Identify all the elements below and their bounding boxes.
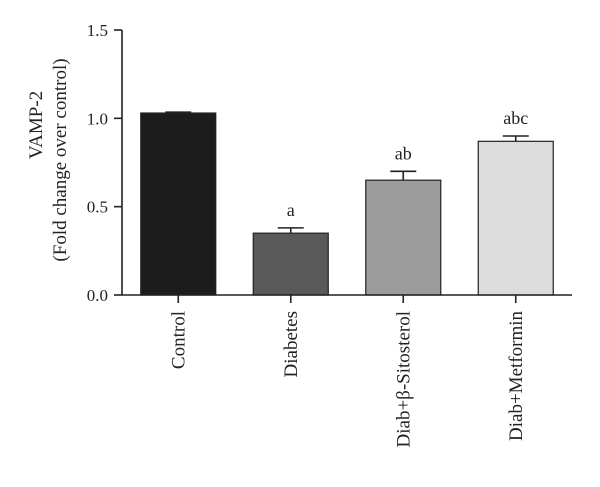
significance-label-3: ab (395, 143, 412, 163)
category-label-1: Control (168, 311, 189, 369)
y-axis-label-line-2: (Fold change over control) (50, 58, 71, 261)
error-bar-4 (502, 135, 529, 142)
y-tick-label: 1.0 (87, 109, 108, 128)
category-label-2: Diabetes (281, 311, 302, 377)
x-axis: Control Diabetes Diab+β-Sitosterol Diab+Met… (122, 294, 572, 447)
category-label-3: Diab+β-Sitosterol (393, 311, 414, 447)
error-bar-1 (165, 111, 192, 114)
bars: a ab abc (140, 108, 554, 296)
significance-label-2: a (287, 200, 295, 220)
y-axis: 0.0 0.5 1.0 1.5 (87, 21, 123, 305)
bar-2 (252, 232, 329, 296)
y-axis-label: VAMP-2 (Fold change over control) (26, 58, 71, 261)
y-tick-label: 0.5 (87, 198, 108, 217)
y-axis-label-line-1: VAMP-2 (26, 91, 47, 159)
y-tick-label: 0.0 (87, 286, 108, 305)
bar-3 (365, 179, 442, 296)
bar-4 (477, 140, 554, 296)
bar-1 (140, 112, 217, 296)
error-bar-3 (390, 170, 417, 181)
error-bar-2 (277, 227, 304, 234)
category-label-4: Diab+Metformin (506, 311, 527, 441)
significance-label-4: abc (503, 108, 528, 128)
y-tick-label: 1.5 (87, 21, 108, 40)
